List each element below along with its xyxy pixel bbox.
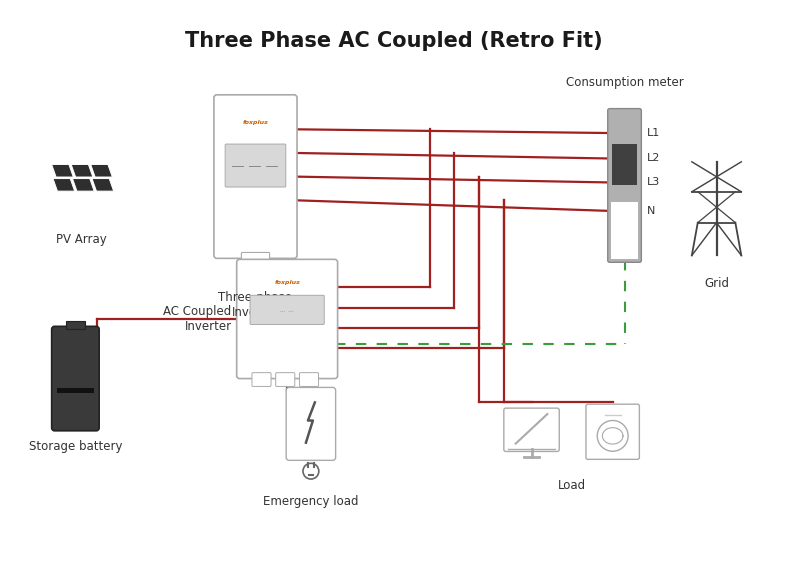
Text: AC Coupled
Inverter: AC Coupled Inverter <box>163 305 232 333</box>
Polygon shape <box>91 164 112 177</box>
Bar <box>611 202 638 259</box>
Polygon shape <box>92 179 114 191</box>
Polygon shape <box>51 164 73 177</box>
Text: foxplus: foxplus <box>275 280 300 285</box>
Text: L1: L1 <box>647 128 660 138</box>
Bar <box>57 388 94 393</box>
FancyBboxPatch shape <box>237 259 338 379</box>
FancyBboxPatch shape <box>275 373 295 386</box>
Bar <box>66 321 84 329</box>
Polygon shape <box>53 179 75 191</box>
Text: Consumption meter: Consumption meter <box>566 76 683 89</box>
Text: PV Array: PV Array <box>56 233 107 246</box>
Text: L2: L2 <box>647 154 660 163</box>
FancyBboxPatch shape <box>586 404 639 459</box>
Text: Three Phase AC Coupled (Retro Fit): Three Phase AC Coupled (Retro Fit) <box>185 31 603 51</box>
FancyBboxPatch shape <box>214 95 297 258</box>
Text: Emergency load: Emergency load <box>264 495 359 508</box>
Text: foxplus: foxplus <box>242 120 268 125</box>
FancyBboxPatch shape <box>608 108 641 262</box>
FancyBboxPatch shape <box>286 388 335 460</box>
Text: Three-phase
Inverter: Three-phase Inverter <box>219 291 293 319</box>
Circle shape <box>597 420 628 451</box>
Text: ---  ---: --- --- <box>280 308 294 314</box>
Text: N: N <box>647 206 656 216</box>
Text: Storage battery: Storage battery <box>28 440 122 453</box>
FancyBboxPatch shape <box>225 144 286 187</box>
FancyBboxPatch shape <box>241 253 270 264</box>
FancyBboxPatch shape <box>252 373 271 386</box>
FancyBboxPatch shape <box>250 295 324 324</box>
Circle shape <box>303 463 319 479</box>
FancyBboxPatch shape <box>51 327 99 431</box>
Polygon shape <box>73 179 94 191</box>
Text: Grid: Grid <box>704 277 729 290</box>
Text: Load: Load <box>558 479 586 492</box>
FancyBboxPatch shape <box>300 373 319 386</box>
Polygon shape <box>71 164 93 177</box>
Text: L3: L3 <box>647 177 660 188</box>
FancyBboxPatch shape <box>504 408 559 451</box>
Bar <box>612 144 637 185</box>
